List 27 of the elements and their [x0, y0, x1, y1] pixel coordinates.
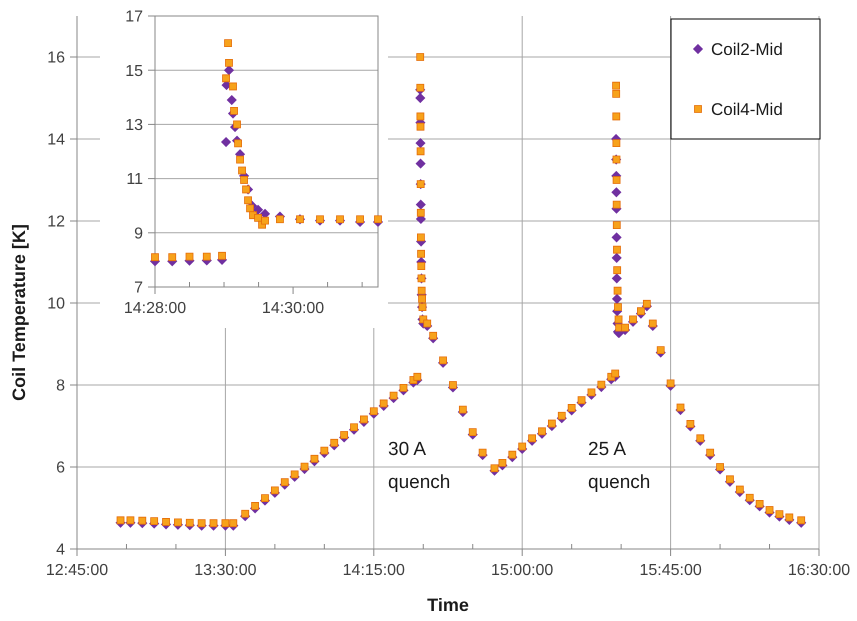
annotation: 25 A quench [588, 439, 650, 493]
y-tick-label: 14 [47, 132, 66, 149]
y-tick-label: 6 [56, 460, 66, 477]
y-tick-label: 8 [56, 378, 66, 395]
y-axis-title: Coil Temperature [K] [9, 224, 29, 401]
legend-label: Coil4-Mid [711, 100, 783, 119]
x-tick-label: 15:00:00 [491, 562, 554, 579]
x-axis-title: Time [427, 595, 469, 615]
y-tick-label: 12 [47, 214, 66, 231]
x-tick-label: 14:30:00 [262, 300, 324, 317]
x-tick-label: 16:30:00 [788, 562, 850, 579]
y-tick-label: 15 [125, 62, 144, 80]
x-tick-label: 12:45:00 [46, 562, 108, 579]
x-tick-label: 14:15:00 [342, 562, 406, 579]
y-tick-label: 10 [47, 296, 66, 313]
y-tick-label: 13 [125, 117, 144, 134]
y-tick-label: 11 [126, 171, 144, 188]
x-tick-label: 13:30:00 [194, 562, 257, 579]
y-tick-label: 4 [56, 542, 66, 559]
y-tick-label: 17 [125, 8, 144, 26]
y-tick-label: 9 [134, 225, 144, 242]
annotation: 30 A quench [388, 439, 450, 493]
y-tick-label: 7 [134, 280, 144, 297]
legend-label: Coil2-Mid [711, 40, 783, 59]
x-tick-label: 14:28:00 [124, 300, 186, 317]
x-tick-label: 15:45:00 [639, 562, 702, 579]
y-tick-label: 16 [47, 50, 66, 67]
